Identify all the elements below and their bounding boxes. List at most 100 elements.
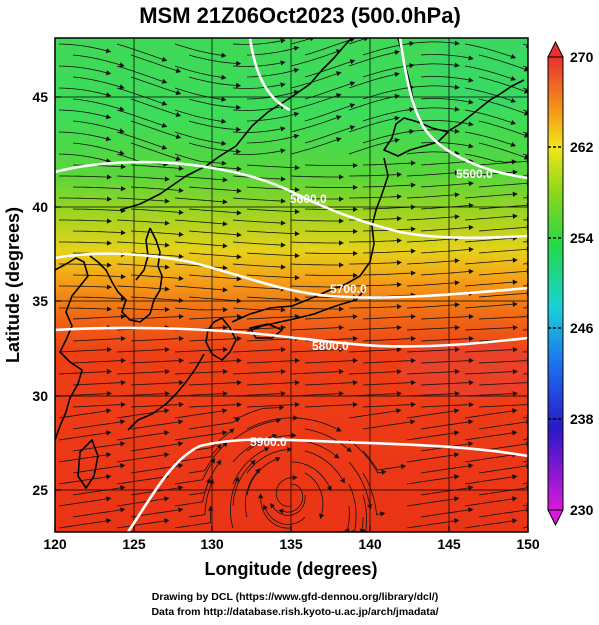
streamline-arrowhead xyxy=(280,126,286,132)
y-tick-label: 35 xyxy=(32,293,48,309)
streamline xyxy=(478,54,525,70)
streamline-arrowhead xyxy=(255,468,261,474)
streamline xyxy=(362,472,381,515)
streamline-arrowhead xyxy=(454,518,460,524)
streamline xyxy=(130,142,177,159)
streamline xyxy=(420,54,469,59)
streamline-arrowhead xyxy=(293,111,300,117)
streamline-arrowhead xyxy=(178,402,184,408)
streamline xyxy=(464,454,513,463)
streamline xyxy=(188,360,237,364)
streamline xyxy=(130,230,179,235)
streamline xyxy=(58,393,107,397)
streamline-arrowhead xyxy=(400,463,407,470)
streamline-arrowhead xyxy=(468,180,474,187)
streamline-arrowhead xyxy=(468,224,474,231)
contour-5900 xyxy=(126,438,528,532)
streamline-arrowhead xyxy=(468,336,474,342)
streamline xyxy=(72,98,121,110)
streamline-arrowhead xyxy=(178,441,184,447)
streamline xyxy=(72,404,121,408)
streamline xyxy=(58,349,107,353)
streamline-arrowhead xyxy=(164,452,170,458)
streamline xyxy=(420,404,469,408)
streamline xyxy=(290,117,337,133)
streamline xyxy=(304,360,353,364)
streamline-arrowhead xyxy=(454,214,460,220)
streamline-arrowhead xyxy=(178,275,184,281)
streamline xyxy=(464,193,513,199)
streamline-arrowhead xyxy=(468,358,474,364)
streamline xyxy=(290,307,339,310)
coastlines xyxy=(55,38,525,489)
streamline xyxy=(362,316,411,320)
streamline xyxy=(290,241,339,244)
streamline-arrowhead xyxy=(510,75,517,81)
streamline xyxy=(232,285,281,290)
streamline-arrowhead xyxy=(269,503,276,509)
streamline xyxy=(116,131,163,148)
streamline-arrowhead xyxy=(363,38,369,42)
streamline xyxy=(522,461,528,463)
streamline-arrowhead xyxy=(280,347,286,353)
streamline-arrowhead xyxy=(468,463,474,469)
streamline-arrowhead xyxy=(394,93,400,100)
streamline-arrowhead xyxy=(120,164,126,170)
streamline xyxy=(290,219,339,222)
streamline xyxy=(406,63,455,67)
streamline-arrowhead xyxy=(280,148,286,154)
streamline-arrowhead xyxy=(271,433,278,439)
coastline-ryukyu xyxy=(127,353,205,431)
streamline xyxy=(72,338,121,342)
streamline xyxy=(246,136,295,144)
streamline xyxy=(59,285,108,288)
streamline xyxy=(116,454,165,463)
contour-label-5600: 5600.0 xyxy=(290,192,327,206)
streamline-arrowhead xyxy=(120,336,126,342)
streamline xyxy=(244,471,258,518)
streamline xyxy=(246,208,295,212)
streamline-arrowhead xyxy=(164,286,170,292)
streamline xyxy=(478,360,527,364)
contour-label-5700: 5700.0 xyxy=(330,282,367,296)
streamline xyxy=(246,70,295,78)
streamline xyxy=(188,230,237,236)
streamline xyxy=(246,274,295,278)
streamline xyxy=(232,327,281,331)
streamline xyxy=(464,215,513,221)
streamline-arrowhead xyxy=(280,176,286,182)
wind-streamlines xyxy=(58,38,528,532)
streamline xyxy=(362,184,412,188)
streamline xyxy=(188,274,237,280)
streamline xyxy=(406,349,455,353)
streamline-arrowhead xyxy=(338,174,344,180)
streamline-arrowhead xyxy=(340,477,345,484)
streamline-arrowhead xyxy=(229,428,235,434)
streamline xyxy=(116,263,165,268)
streamline xyxy=(130,98,177,115)
streamline-arrowhead xyxy=(352,530,358,532)
streamline-arrowhead xyxy=(523,154,528,160)
streamline xyxy=(464,349,513,353)
streamline-arrowhead xyxy=(236,380,242,386)
map-title: MSM 21Z06Oct2023 (500.0hPa) xyxy=(139,3,461,28)
streamline-arrowhead xyxy=(510,141,517,147)
streamline-arrowhead xyxy=(512,391,518,397)
streamline xyxy=(420,76,469,81)
streamline-arrowhead xyxy=(352,250,358,257)
streamline xyxy=(59,197,108,200)
streamline xyxy=(464,109,512,123)
streamline-arrowhead xyxy=(396,325,402,331)
x-tick-label: 120 xyxy=(43,536,67,552)
streamline xyxy=(478,270,527,276)
streamline-arrowhead xyxy=(523,88,528,94)
streamline xyxy=(348,483,357,531)
streamline-arrowhead xyxy=(120,296,126,302)
streamline xyxy=(362,404,411,408)
coastline-hokkaido xyxy=(383,117,449,157)
streamline xyxy=(174,43,222,56)
streamline-arrowhead xyxy=(106,196,112,202)
x-tick-label: 130 xyxy=(200,536,224,552)
streamline-arrowhead xyxy=(164,347,170,353)
streamline xyxy=(116,43,163,60)
